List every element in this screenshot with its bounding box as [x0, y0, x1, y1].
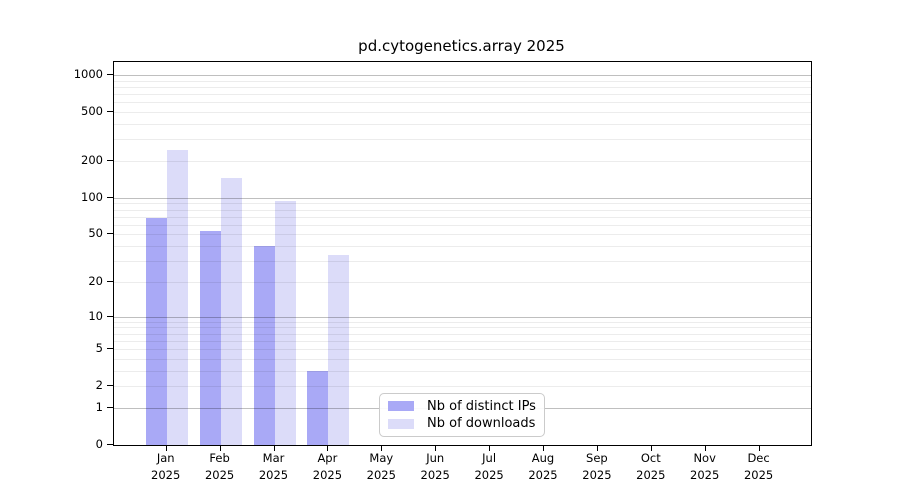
bar-nb-of-downloads — [274, 201, 296, 445]
y-tick — [107, 315, 113, 317]
y-tick — [107, 111, 113, 113]
y-tick-label: 0 — [95, 437, 103, 451]
x-tick — [435, 445, 437, 451]
gridline-minor — [114, 370, 811, 372]
gridline-minor — [114, 216, 811, 218]
x-tick — [596, 445, 598, 451]
x-tick-label: Nov 2025 — [690, 451, 720, 482]
plot-area — [113, 61, 812, 446]
y-tick — [107, 74, 113, 75]
x-tick-label: Oct 2025 — [636, 451, 666, 482]
gridline-minor — [114, 124, 811, 125]
bar-nb-of-distinct-ips — [145, 218, 167, 445]
gridline-major — [114, 197, 811, 199]
gridline-minor — [114, 161, 811, 162]
x-tick-label: Jan 2025 — [151, 451, 181, 482]
legend-item-distinct-ips: Nb of distinct IPs — [388, 399, 536, 414]
gridline-minor — [114, 112, 811, 114]
x-tick — [489, 445, 491, 451]
bar-nb-of-downloads — [328, 254, 350, 445]
gridline-minor — [114, 139, 811, 141]
x-tick-label: Jun 2025 — [420, 451, 450, 482]
legend-label-downloads: Nb of downloads — [427, 416, 536, 432]
gridline-minor — [114, 349, 811, 350]
gridline-minor — [114, 224, 811, 226]
chart-title: pd.cytogenetics.array 2025 — [358, 37, 565, 55]
bar-nb-of-downloads — [166, 149, 188, 445]
x-tick — [543, 445, 544, 451]
x-tick — [273, 445, 275, 451]
y-tick-label: 1 — [95, 399, 103, 414]
y-tick-label: 200 — [81, 153, 103, 167]
y-tick — [107, 196, 113, 198]
gridline-minor — [114, 102, 811, 104]
legend-swatch-distinct-ips — [388, 401, 414, 412]
y-tick-label: 50 — [88, 226, 103, 241]
bars-layer — [114, 62, 811, 445]
x-tick-label: Apr 2025 — [312, 451, 343, 482]
x-tick — [219, 445, 221, 451]
gridline-minor — [114, 358, 811, 360]
x-tick-label: Sep 2025 — [582, 451, 612, 482]
gridline-minor — [114, 86, 811, 88]
bar-nb-of-distinct-ips — [307, 370, 329, 445]
y-tick-label: 1000 — [73, 67, 103, 81]
x-tick-label: May 2025 — [366, 451, 396, 482]
x-tick — [704, 445, 706, 451]
x-tick-label: Aug 2025 — [528, 451, 558, 482]
gridline-minor — [114, 80, 811, 82]
gridline-minor — [114, 246, 811, 248]
x-tick — [327, 445, 329, 451]
x-tick — [165, 445, 167, 451]
y-tick — [107, 406, 113, 408]
gridline-minor — [114, 340, 811, 342]
gridline-minor — [114, 327, 811, 329]
y-tick — [107, 233, 113, 235]
gridline-minor — [114, 386, 811, 388]
y-tick-label: 500 — [81, 104, 103, 119]
legend-item-downloads: Nb of downloads — [388, 416, 536, 431]
gridline-minor — [114, 281, 811, 283]
x-tick — [650, 445, 652, 451]
x-tick-label: Feb 2025 — [204, 451, 235, 482]
y-tick-label: 20 — [88, 273, 103, 288]
grid-layer — [114, 62, 811, 445]
legend-label-distinct-ips: Nb of distinct IPs — [427, 398, 536, 414]
gridline-minor — [114, 234, 811, 236]
y-tick-label: 2 — [95, 378, 103, 393]
x-tick-label: Mar 2025 — [258, 451, 289, 482]
legend-swatch-downloads — [388, 418, 414, 429]
gridline-minor — [114, 261, 811, 263]
bar-nb-of-downloads — [220, 178, 242, 445]
y-tick — [107, 444, 113, 445]
x-tick — [758, 445, 760, 451]
legend: Nb of distinct IPs Nb of downloads — [379, 393, 545, 437]
gridline-major — [114, 75, 811, 76]
bar-nb-of-distinct-ips — [199, 231, 221, 445]
y-tick-label: 5 — [95, 341, 103, 355]
y-tick — [107, 280, 113, 282]
gridline-major — [114, 316, 811, 318]
gridline-minor — [114, 203, 811, 205]
x-tick-label: Jul 2025 — [474, 451, 504, 482]
gridline-minor — [114, 94, 811, 96]
y-tick — [107, 385, 113, 387]
y-tick — [107, 348, 113, 349]
gridline-minor — [114, 209, 811, 211]
x-tick-label: Dec 2025 — [743, 451, 774, 482]
y-tick — [107, 160, 113, 161]
bar-nb-of-distinct-ips — [253, 246, 275, 445]
y-tick-label: 100 — [81, 189, 103, 204]
y-tick-label: 10 — [88, 308, 103, 323]
x-tick — [381, 445, 383, 451]
gridline-minor — [114, 321, 811, 323]
gridline-minor — [114, 333, 811, 335]
